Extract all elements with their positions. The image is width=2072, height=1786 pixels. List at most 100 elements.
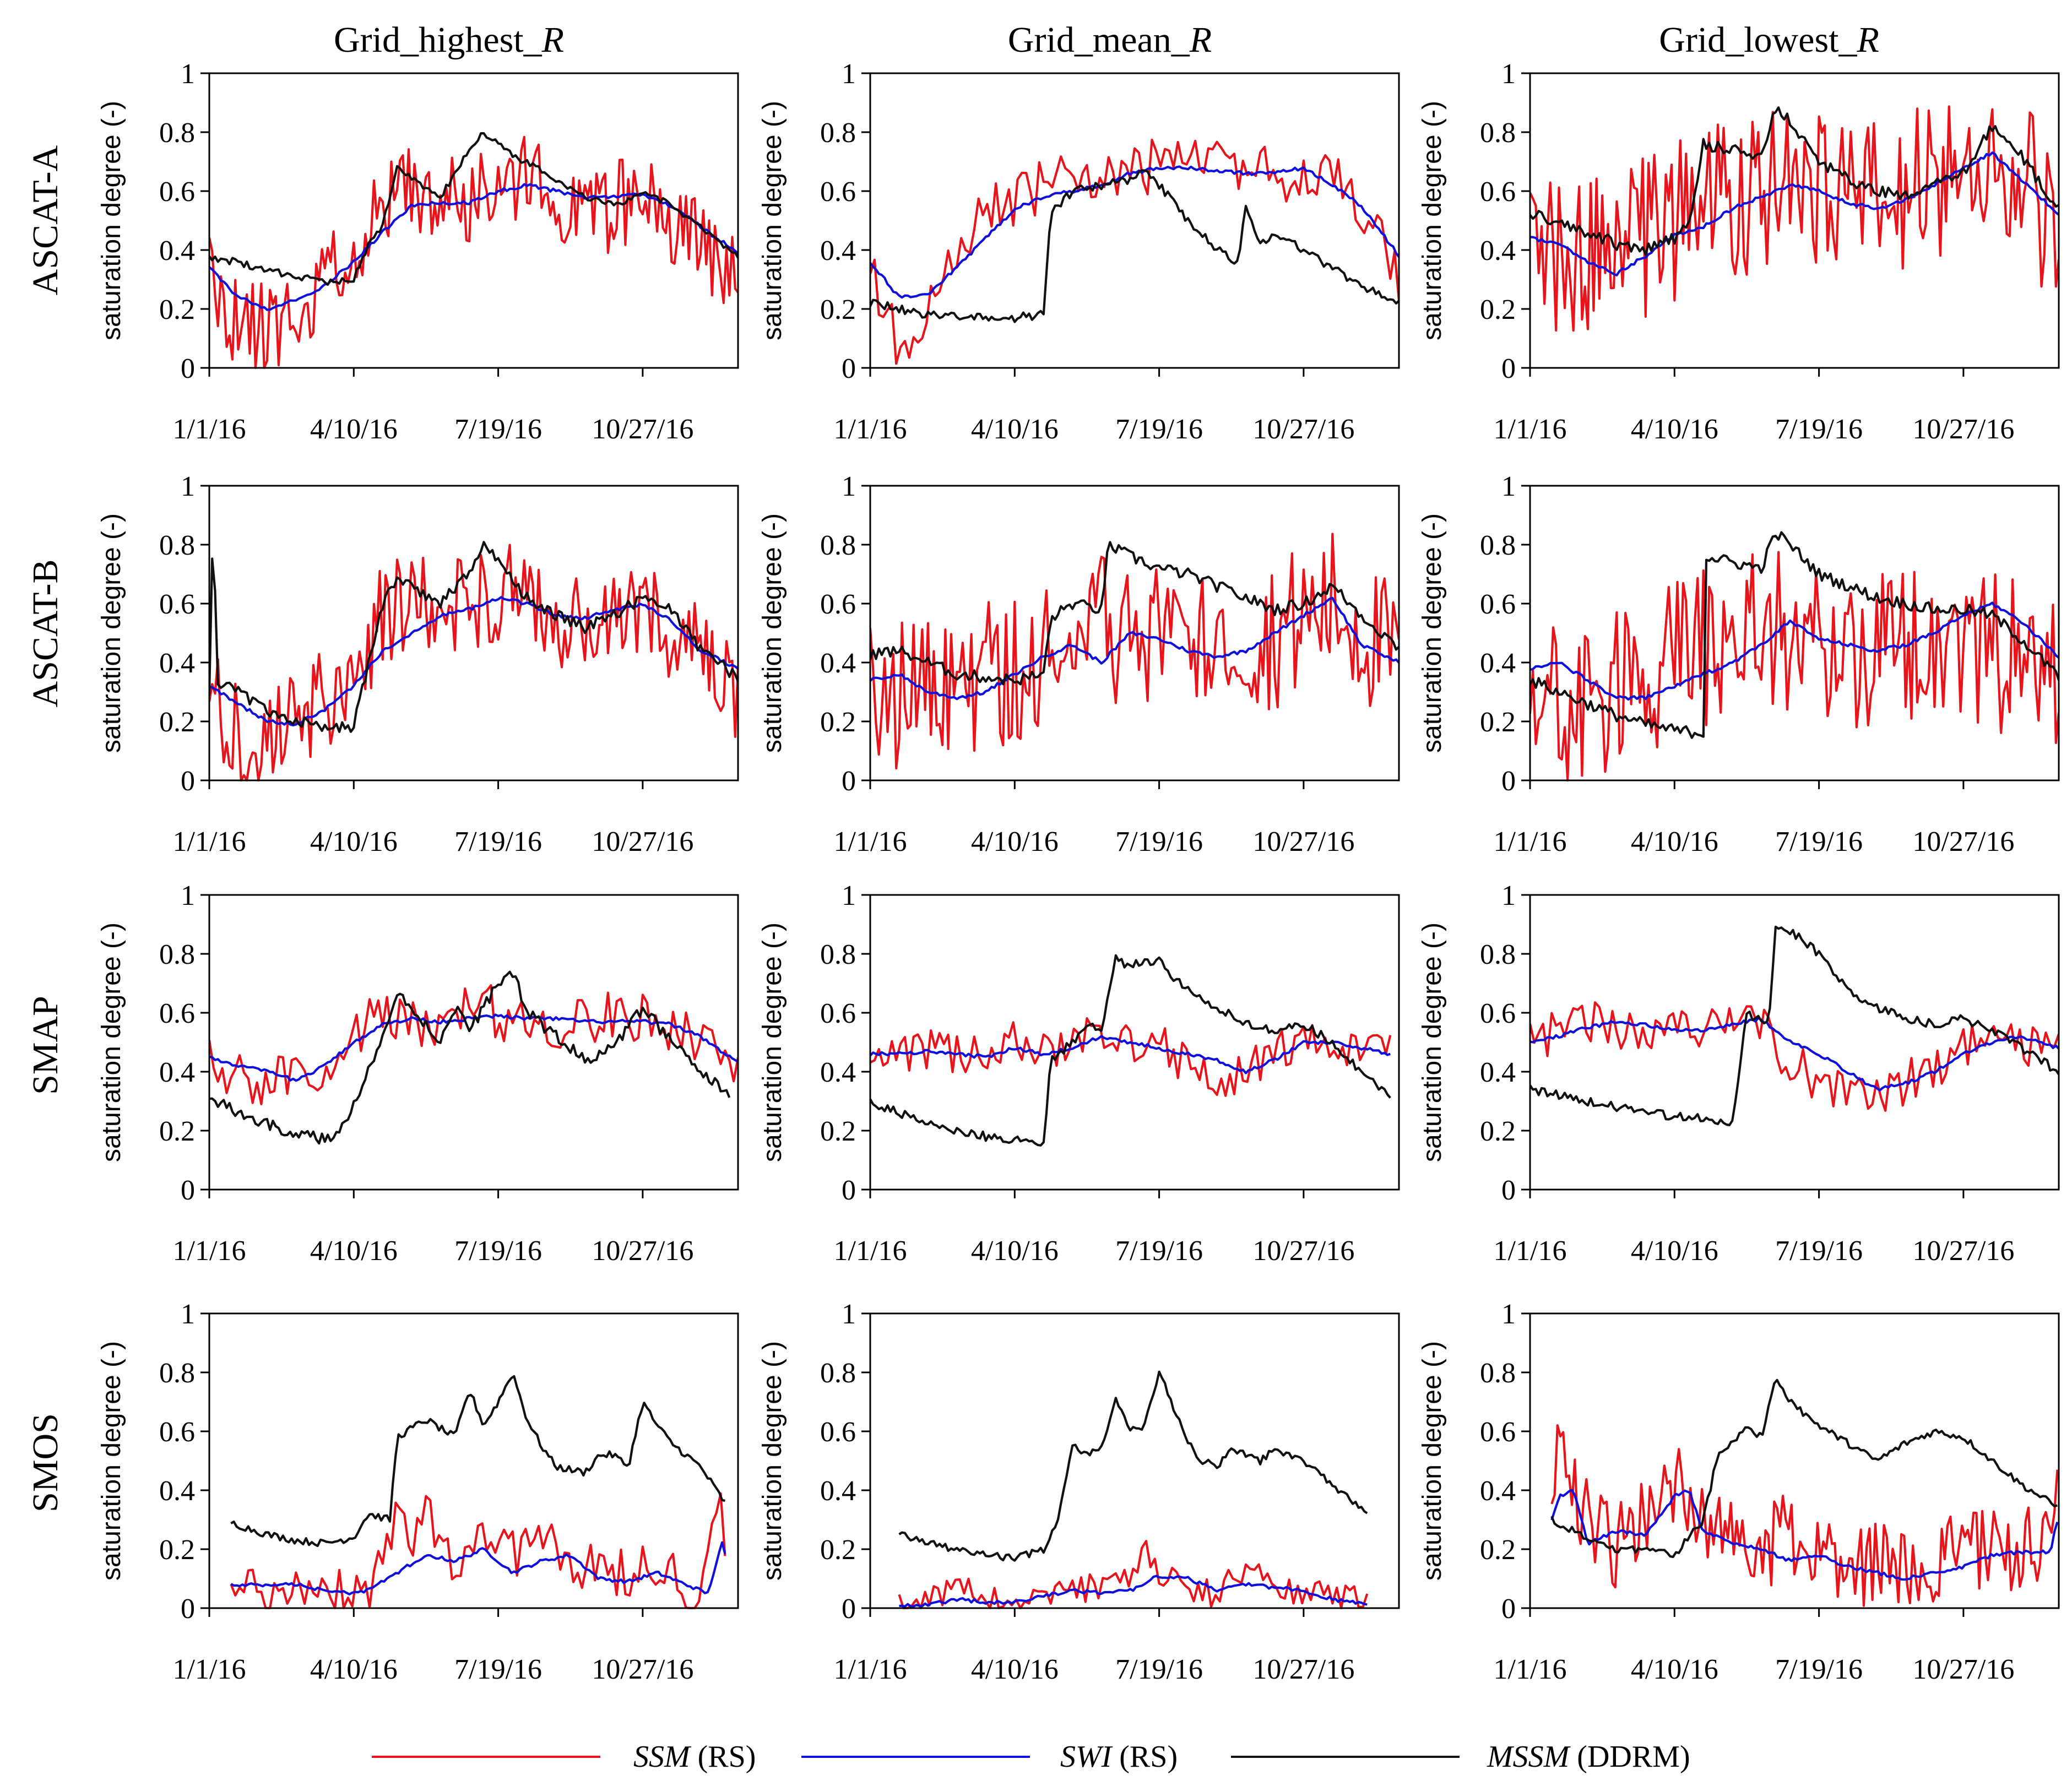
x-tick-label: 10/27/16 [592, 826, 693, 857]
x-tick-label: 7/19/16 [1115, 1654, 1203, 1685]
y-tick-label: 0.2 [1480, 1116, 1516, 1147]
x-tick-label: 10/27/16 [1912, 1654, 2014, 1685]
series-line-swi [870, 596, 1399, 701]
x-tick-label: 4/10/16 [310, 1235, 398, 1267]
x-tick-label: 7/19/16 [1775, 826, 1863, 857]
y-tick-label: 0.8 [159, 939, 195, 970]
panel-ascat-b-1: 0 0.2 0.4 0.6 0.8 1 1/1/16 4/10/16 7/19/16 10/27/… [97, 471, 739, 857]
y-tick-label: 0.4 [820, 648, 856, 679]
y-tick-label: 0.2 [820, 294, 856, 325]
plot-frame [208, 894, 739, 1191]
series-line-swi [230, 1541, 726, 1595]
series-line-swi [1550, 1489, 2059, 1581]
series-group [209, 541, 738, 781]
x-tick-label: 10/27/16 [592, 414, 693, 445]
y-tick-label: 0.6 [820, 1416, 856, 1448]
y-tick-label: 0.8 [820, 530, 856, 561]
row-title-ascat-b: ASCAT-B [25, 560, 66, 708]
series-line-ssm [1530, 1001, 2059, 1112]
plot-frame [869, 72, 1400, 369]
plot-frame [869, 894, 1400, 1191]
y-tick-label: 1 [181, 880, 195, 911]
y-tick-label: 0 [181, 1175, 195, 1206]
plot-frame [1529, 1312, 2060, 1609]
y-tick-label: 0.2 [159, 707, 195, 738]
y-tick-label: 0 [842, 353, 856, 384]
x-tick-label: 1/1/16 [834, 826, 907, 857]
y-axis-label: saturation degree (-) [97, 513, 126, 753]
panel-smap-3: 0 0.2 0.4 0.6 0.8 1 1/1/16 4/10/16 7/19/16 10/27/… [1418, 880, 2060, 1267]
panel-ascat-a-2: 0 0.2 0.4 0.6 0.8 1 1/1/16 4/10/16 7/19/16 10/27/… [758, 58, 1400, 445]
legend: SSM (RS) SWI (RS) MSSM (DDRM) [372, 1740, 1690, 1774]
panel-smap-2: 0 0.2 0.4 0.6 0.8 1 1/1/16 4/10/16 7/19/16 10/27/… [758, 880, 1400, 1267]
series-group [898, 1370, 1369, 1609]
plot-frame [869, 1312, 1400, 1609]
series-line-mssm [209, 541, 738, 734]
panel-grid: 0 0.2 0.4 0.6 0.8 1 1/1/16 4/10/16 7/19/16 10/27/… [97, 58, 2060, 1685]
panel-smap-1: 0 0.2 0.4 0.6 0.8 1 1/1/16 4/10/16 7/19/16 10/27/… [97, 880, 739, 1267]
series-group [209, 132, 738, 369]
y-tick-label: 0 [181, 1593, 195, 1625]
x-tick-label: 7/19/16 [1115, 1235, 1203, 1267]
x-tick-label: 4/10/16 [1631, 1654, 1718, 1685]
y-tick-label: 0 [181, 766, 195, 797]
y-tick-label: 0.8 [1480, 939, 1516, 970]
legend-mssm-label: MSSM (DDRM) [1487, 1740, 1690, 1774]
series-line-mssm [1550, 1378, 2058, 1559]
x-tick-label: 7/19/16 [1775, 1654, 1863, 1685]
y-tick-label: 0.8 [820, 117, 856, 149]
plot-frame [208, 485, 739, 781]
x-tick-label: 10/27/16 [592, 1235, 693, 1267]
x-tick-label: 1/1/16 [1494, 1235, 1567, 1267]
y-tick-label: 0.2 [159, 1116, 195, 1147]
series-line-mssm [870, 541, 1399, 686]
y-tick-label: 1 [181, 1299, 195, 1330]
x-tick-label: 1/1/16 [1494, 1654, 1567, 1685]
x-tick-label: 4/10/16 [310, 826, 398, 857]
x-tick-label: 1/1/16 [173, 1235, 246, 1267]
row-title-smos: SMOS [25, 1413, 66, 1512]
y-tick-label: 0.8 [1480, 530, 1516, 561]
series-line-swi [870, 165, 1399, 299]
y-tick-label: 0.4 [820, 1057, 856, 1088]
x-tick-label: 7/19/16 [454, 1235, 542, 1267]
y-tick-label: 0.6 [1480, 998, 1516, 1029]
y-tick-label: 0.8 [1480, 117, 1516, 149]
y-axis-label: saturation degree (-) [758, 1341, 787, 1581]
series-group [1550, 1378, 2059, 1607]
x-tick-label: 7/19/16 [1115, 414, 1203, 445]
series-group [870, 533, 1399, 770]
y-axis-label: saturation degree (-) [97, 922, 126, 1162]
row-title-ascat-a: ASCAT-A [25, 145, 66, 295]
y-tick-label: 0 [181, 353, 195, 384]
series-group [1530, 531, 2059, 781]
series-line-swi [870, 1035, 1391, 1074]
legend-swi-label: SWI (RS) [1060, 1740, 1178, 1774]
y-tick-label: 1 [842, 880, 856, 911]
y-tick-label: 0.2 [820, 1116, 856, 1147]
panel-ascat-b-3: 0 0.2 0.4 0.6 0.8 1 1/1/16 4/10/16 7/19/16 10/27/… [1418, 471, 2060, 857]
series-line-ssm [870, 138, 1399, 365]
y-tick-label: 1 [181, 58, 195, 90]
x-tick-label: 7/19/16 [1775, 414, 1863, 445]
series-line-mssm [1530, 106, 2059, 256]
series-group [209, 970, 738, 1145]
plot-frame [208, 1312, 739, 1609]
panel-smos-3: 0 0.2 0.4 0.6 0.8 1 1/1/16 4/10/16 7/19/16 10/27/… [1418, 1299, 2060, 1685]
y-tick-label: 0 [842, 1593, 856, 1625]
series-line-ssm [870, 533, 1399, 770]
x-tick-label: 4/10/16 [1631, 414, 1718, 445]
plot-frame [869, 485, 1400, 781]
y-tick-label: 0.6 [1480, 1416, 1516, 1448]
x-tick-label: 7/19/16 [1115, 826, 1203, 857]
y-axis-label: saturation degree (-) [758, 922, 787, 1162]
plot-frame [1529, 72, 2060, 369]
y-tick-label: 0.4 [1480, 235, 1516, 267]
y-tick-label: 0.4 [820, 1475, 856, 1507]
x-tick-label: 7/19/16 [454, 1654, 542, 1685]
series-line-ssm [1530, 105, 2059, 332]
y-tick-label: 1 [1501, 1299, 1516, 1330]
series-line-ssm [209, 544, 738, 781]
x-tick-label: 1/1/16 [173, 826, 246, 857]
